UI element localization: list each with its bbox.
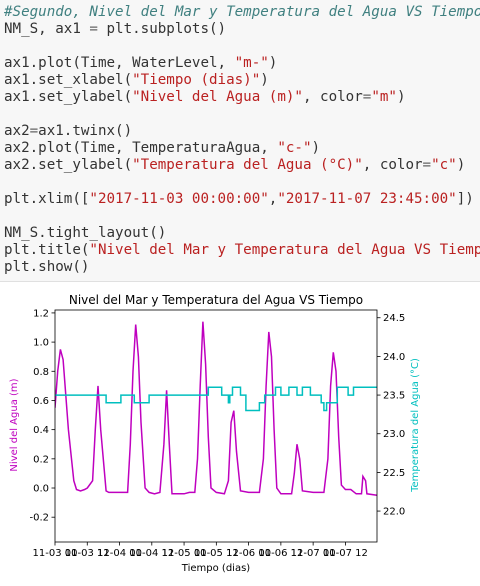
output-area: Nivel del Mar y Temperatura del Agua VS … (0, 283, 480, 582)
y-tick-label-right: 24.0 (383, 352, 405, 363)
y-tick-label-right: 23.0 (383, 429, 405, 440)
code-line (4, 174, 480, 191)
code-token: ) (311, 140, 321, 156)
y-tick-label-left: 1.2 (33, 308, 49, 319)
code-token: ]) (456, 191, 474, 207)
code-token: #Segundo, Nivel del Mar y Temperatura de… (4, 4, 480, 20)
x-tick-label: 11-07 12 (323, 548, 368, 559)
code-token: ax1.twinx() (38, 123, 133, 139)
code-token: = (29, 123, 39, 139)
y-axis-label-left: Nivel del Agua (m) (9, 378, 20, 471)
y-axis-label-right: Temperatura del Agua (°C) (410, 358, 421, 493)
y-tick-label-left: -0.2 (29, 513, 49, 524)
x-tick-label: 11-04 12 (129, 548, 174, 559)
water-temperature-line (55, 386, 377, 412)
code-line: plt.show() (4, 259, 480, 276)
code-token: "c" (431, 157, 457, 173)
x-axis-label: Tiempo (dias) (181, 563, 250, 574)
code-token: ax2.set_ylabel( (4, 157, 133, 173)
x-tick-label: 11-03 12 (65, 548, 110, 559)
y-tick-label-left: 0.6 (33, 396, 49, 407)
y-tick-label-left: 0.2 (33, 454, 49, 465)
x-tick-label: 11-06 12 (258, 548, 303, 559)
code-editor[interactable]: #Segundo, Nivel del Mar y Temperatura de… (0, 0, 480, 276)
code-token: = (362, 89, 372, 105)
code-token: ) (260, 72, 269, 88)
y-tick-label-left: 0.0 (33, 484, 49, 495)
code-token: ) (456, 157, 466, 173)
chart-title: Nivel del Mar y Temperatura del Agua VS … (69, 293, 363, 307)
code-line: ax1.set_ylabel("Nivel del Agua (m)", col… (4, 89, 480, 106)
code-token: NM_S.tight_layout() (4, 225, 167, 241)
code-token: "Temperatura del Agua (°C)" (132, 157, 363, 173)
code-token: , color (302, 89, 363, 105)
code-cell[interactable]: #Segundo, Nivel del Mar y Temperatura de… (0, 0, 480, 282)
x-tick-label: 11-03 00 (33, 548, 78, 559)
code-token: = (89, 21, 98, 37)
y-tick-label-left: 1.0 (33, 338, 49, 349)
code-line: ax1.set_xlabel("Tiempo (dias)") (4, 72, 480, 89)
code-token: "Tiempo (dias)" (132, 72, 261, 88)
code-line (4, 38, 480, 55)
code-line (4, 106, 480, 123)
code-token: "c-" (277, 140, 312, 156)
code-token: "m-" (234, 55, 269, 71)
twin-axis-line-chart: Nivel del Mar y Temperatura del Agua VS … (9, 293, 421, 574)
code-token: "2017-11-03 00:00:00" (89, 191, 269, 207)
code-token: plt.title( (4, 242, 90, 258)
code-token: "Nivel del Mar y Temperatura del Agua VS… (89, 242, 480, 258)
code-line: NM_S, ax1 = plt.subplots() (4, 21, 480, 38)
x-tick-label: 11-07 00 (291, 548, 336, 559)
code-token: "2017-11-07 23:45:00" (277, 191, 457, 207)
code-token: ax2 (4, 123, 30, 139)
x-tick-label: 11-06 00 (226, 548, 271, 559)
code-token: plt.show() (4, 259, 90, 275)
y-tick-label-left: 0.4 (33, 425, 49, 436)
y-tick-label-right: 24.5 (383, 313, 405, 324)
code-token: ax2.plot(Time, TemperaturaAgua, (4, 140, 278, 156)
water-level-line (55, 321, 377, 497)
code-token: "m" (371, 89, 397, 105)
code-token: ax1.set_ylabel( (4, 89, 133, 105)
x-tick-label: 11-04 00 (97, 548, 142, 559)
code-token: plt.xlim([ (4, 191, 90, 207)
code-line: plt.xlim(["2017-11-03 00:00:00","2017-11… (4, 191, 480, 208)
code-line: ax2=ax1.twinx() (4, 123, 480, 140)
code-token: ax1.plot(Time, WaterLevel, (4, 55, 235, 71)
y-tick-label-right: 22.0 (383, 507, 405, 518)
code-token: ax1.set_xlabel( (4, 72, 133, 88)
code-token: "Nivel del Agua (m)" (132, 89, 303, 105)
code-token: ) (268, 55, 278, 71)
code-token: = (422, 157, 432, 173)
x-tick-label: 11-05 12 (194, 548, 239, 559)
code-token: , color (362, 157, 423, 173)
y-tick-label-left: 0.8 (33, 367, 49, 378)
code-token: plt.subplots() (97, 21, 227, 37)
code-line: ax2.set_ylabel("Temperatura del Agua (°C… (4, 157, 480, 174)
y-tick-label-right: 23.5 (383, 391, 405, 402)
code-token: NM_S, ax1 (4, 21, 90, 37)
y-tick-label-right: 22.5 (383, 468, 405, 479)
code-token: ) (396, 89, 406, 105)
code-line: NM_S.tight_layout() (4, 225, 480, 242)
x-tick-label: 11-05 00 (162, 548, 207, 559)
code-line: #Segundo, Nivel del Mar y Temperatura de… (4, 4, 480, 21)
code-token: , (268, 191, 278, 207)
code-line: ax1.plot(Time, WaterLevel, "m-") (4, 55, 480, 72)
code-line: ax2.plot(Time, TemperaturaAgua, "c-") (4, 140, 480, 157)
code-line: plt.title("Nivel del Mar y Temperatura d… (4, 242, 480, 259)
code-line (4, 208, 480, 225)
